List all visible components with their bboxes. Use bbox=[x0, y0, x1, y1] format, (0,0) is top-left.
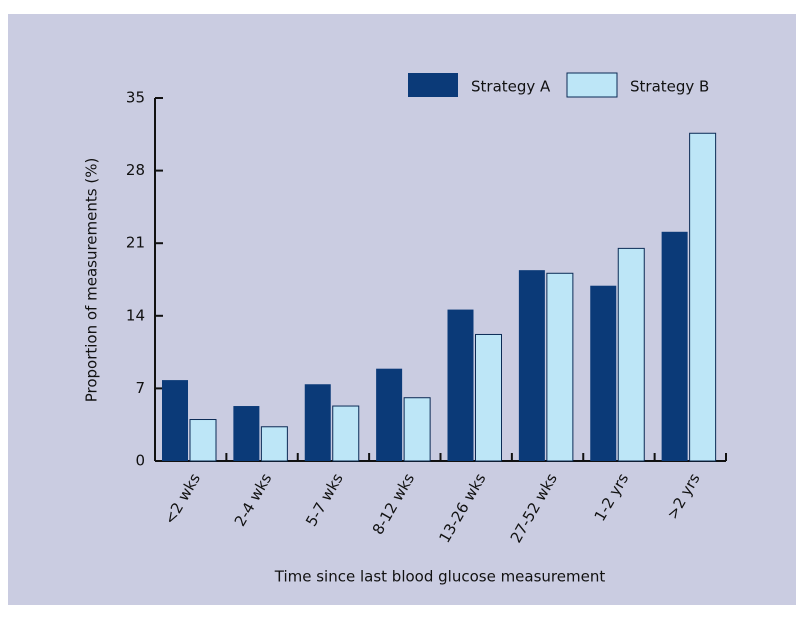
bar bbox=[661, 231, 688, 461]
bar bbox=[590, 285, 617, 461]
bar bbox=[162, 380, 188, 461]
bar bbox=[447, 309, 474, 461]
bar bbox=[376, 368, 403, 461]
y-tick-label: 21 bbox=[126, 234, 145, 252]
legend-label: Strategy B bbox=[630, 78, 709, 96]
bar bbox=[304, 384, 331, 461]
legend-swatch bbox=[566, 72, 618, 98]
bar bbox=[475, 333, 502, 462]
bar bbox=[403, 397, 431, 462]
bar bbox=[689, 132, 717, 462]
x-axis-title: Time since last blood glucose measuremen… bbox=[274, 568, 606, 586]
bar bbox=[260, 426, 288, 462]
legend-swatch bbox=[408, 73, 458, 97]
y-tick-label: 14 bbox=[126, 306, 145, 324]
bar bbox=[332, 405, 360, 462]
y-axis-title: Proportion of measurements (%) bbox=[83, 158, 101, 403]
bar bbox=[233, 406, 260, 461]
bar bbox=[189, 419, 217, 462]
legend-label: Strategy A bbox=[471, 78, 551, 96]
y-tick-label: 35 bbox=[126, 89, 145, 107]
bar bbox=[617, 247, 645, 462]
y-tick-label: 7 bbox=[135, 379, 145, 397]
y-tick-label: 28 bbox=[126, 161, 145, 179]
bar bbox=[518, 270, 545, 461]
y-tick-label: 0 bbox=[135, 452, 145, 470]
bar bbox=[546, 272, 574, 462]
